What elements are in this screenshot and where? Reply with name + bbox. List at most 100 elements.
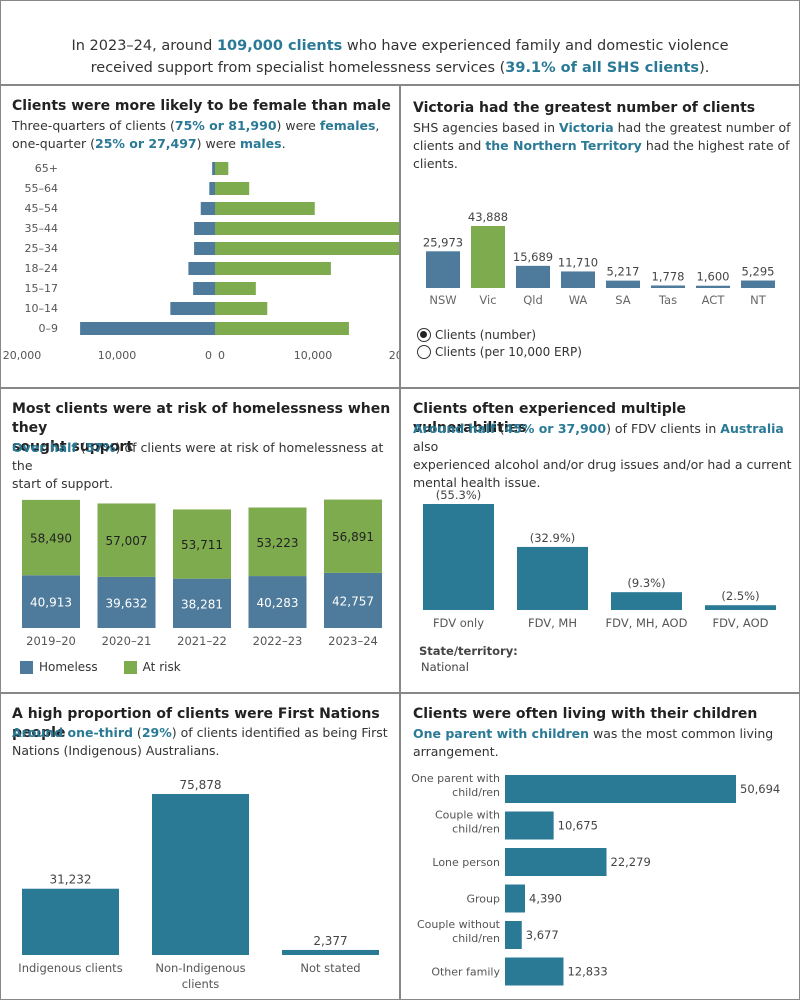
state-value-label: 5,295 xyxy=(742,265,775,279)
vulnerability-tick-label: FDV only xyxy=(433,616,484,630)
living-bar xyxy=(505,884,526,913)
indigenous-chart: 31,232 Indigenous clients 75,878 Non-Indige… xyxy=(18,778,379,991)
female-bar xyxy=(215,222,399,235)
panel-subtitle: Three-quarters of clients (75% or 81,990… xyxy=(12,117,379,153)
atrisk-bar xyxy=(97,503,156,577)
atrisk-value-label: 57,007 xyxy=(106,534,148,548)
year-tick-label: 2019–20 xyxy=(26,634,76,648)
radio-clients-number[interactable]: Clients (number) xyxy=(417,328,536,342)
atrisk-value-label: 56,891 xyxy=(332,530,374,544)
panel-subtitle: Around half (45% or 37,900) of FDV clien… xyxy=(413,420,800,492)
homeless-bar xyxy=(173,578,231,628)
summary-text: ). xyxy=(699,60,710,76)
homeless-value-label: 38,281 xyxy=(181,597,223,611)
vulnerability-value-label: (55.3%) xyxy=(436,488,482,502)
age-tick-label: 15–17 xyxy=(25,282,59,295)
highlight: Over half xyxy=(12,440,77,455)
homeless-bar xyxy=(22,575,80,628)
living-value-label: 3,677 xyxy=(526,928,559,942)
state-bar xyxy=(651,285,685,288)
state-value-label: 1,778 xyxy=(652,269,685,283)
text: clients and xyxy=(413,138,486,153)
state-bar xyxy=(471,226,505,288)
homeless-value-label: 40,283 xyxy=(257,596,299,610)
living-tick-label: Other family xyxy=(431,966,500,979)
highlight: Victoria xyxy=(559,120,614,135)
highlight: females xyxy=(319,118,376,133)
x-tick-label: 20,000 xyxy=(389,349,399,362)
radio-clients-rate[interactable]: Clients (per 10,000 ERP) xyxy=(417,345,582,359)
age-tick-label: 65+ xyxy=(35,162,58,175)
text: experienced alcohol and/or drug issues a… xyxy=(413,457,792,472)
text: ( xyxy=(132,725,142,740)
panel-indigenous: A high proportion of clients were First … xyxy=(0,694,399,1000)
atrisk-bar xyxy=(173,509,231,579)
age-tick-label: 55–64 xyxy=(25,182,59,195)
living-bar xyxy=(505,811,554,840)
state-tick-label: WA xyxy=(569,293,588,307)
living-bar xyxy=(505,848,607,876)
female-bar xyxy=(215,282,256,295)
summary-line-1: In 2023–24, around 109,000 clients who h… xyxy=(0,35,800,57)
state-value-label: 43,888 xyxy=(468,210,508,224)
year-tick-label: 2022–23 xyxy=(253,634,303,648)
radio-selected-icon xyxy=(417,328,431,342)
state-tick-label: Qld xyxy=(523,293,543,307)
state-value-label: 15,689 xyxy=(513,250,553,264)
vulnerability-tick-label: FDV, MH xyxy=(528,616,577,630)
homeless-bar xyxy=(248,576,307,628)
panel-subtitle: Over half (57%) of clients were at risk … xyxy=(12,439,399,493)
vulnerability-value-label: (2.5%) xyxy=(721,589,759,603)
atrisk-value-label: 53,223 xyxy=(257,536,299,550)
column-divider xyxy=(399,86,401,1000)
age-tick-label: 25–34 xyxy=(25,242,59,255)
living-tick-label: Couple without child/ren xyxy=(417,918,501,945)
highlight: 29% xyxy=(141,725,172,740)
text: clients. xyxy=(413,156,458,171)
indigenous-value-label: 31,232 xyxy=(50,873,92,887)
male-bar xyxy=(80,322,215,335)
highlight: 45% or 37,900 xyxy=(504,421,607,436)
text: arrangement. xyxy=(413,744,499,759)
indigenous-bar xyxy=(22,888,119,955)
state-value-label: 11,710 xyxy=(558,255,598,269)
indigenous-value-label: 2,377 xyxy=(313,934,347,948)
male-bar xyxy=(200,202,215,215)
female-bar xyxy=(215,302,268,315)
state-tick-label: Tas xyxy=(658,293,677,307)
radio-unselected-icon xyxy=(417,345,431,359)
highlight: males xyxy=(239,136,282,151)
highlight: Around one-third xyxy=(12,725,133,740)
text: Three-quarters of clients ( xyxy=(12,118,175,133)
atrisk-value-label: 53,711 xyxy=(181,538,223,552)
year-tick-label: 2021–22 xyxy=(177,634,227,648)
indigenous-tick-label: Non-Indigenous clients xyxy=(155,961,245,991)
year-tick-label: 2020–21 xyxy=(102,634,152,648)
stacked-year-chart: 40,913 58,490 2019–20 39,632 57,007 2020–21 38… xyxy=(22,499,382,648)
state-tick-label: ACT xyxy=(702,293,726,307)
living-tick-label: Lone person xyxy=(432,856,500,869)
state-bar xyxy=(741,280,775,288)
panel-vulnerabilities: Clients often experienced multiple vulne… xyxy=(401,389,800,692)
text: , xyxy=(375,118,380,133)
text: had the greatest number of xyxy=(613,120,791,135)
vulnerability-bar xyxy=(517,546,588,610)
age-sex-chart: 65+ 55–64 45–54 35–44 25–34 18–24 15–17 10–14 0–… xyxy=(3,162,399,362)
title-line: Most clients were at risk of homelessnes… xyxy=(12,401,391,436)
panel-living: Clients were often living with their chi… xyxy=(401,694,800,1000)
text: ( xyxy=(76,440,86,455)
filter-value[interactable]: National xyxy=(421,660,469,674)
living-value-label: 22,279 xyxy=(611,855,651,869)
living-value-label: 10,675 xyxy=(558,819,598,833)
vulnerability-bar xyxy=(705,605,776,610)
vulnerability-tick-label: FDV, MH, AOD xyxy=(606,616,688,630)
atrisk-bar xyxy=(324,499,382,573)
homeless-bar xyxy=(97,576,156,628)
panel-states: Victoria had the greatest number of clie… xyxy=(401,88,800,387)
summary-header: In 2023–24, around 109,000 clients who h… xyxy=(0,0,800,86)
filter-label: State/territory: xyxy=(419,644,518,658)
vulnerability-tick-label: FDV, AOD xyxy=(712,616,768,630)
state-value-label: 5,217 xyxy=(607,265,640,279)
highlight: Australia xyxy=(720,421,784,436)
panel-homeless-risk: Most clients were at risk of homelessnes… xyxy=(0,389,399,692)
